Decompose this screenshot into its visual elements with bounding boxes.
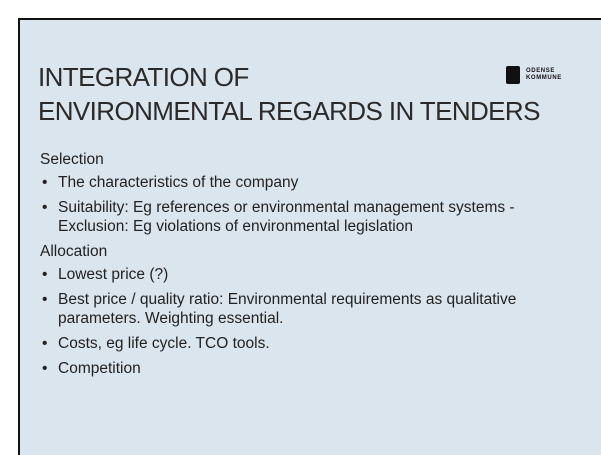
bullet-item: Best price / quality ratio: Environmenta… bbox=[40, 290, 585, 328]
logo-text: ODENSE KOMMUNE bbox=[526, 68, 562, 82]
section-heading: Allocation bbox=[40, 242, 585, 261]
bullet-item: The characteristics of the company bbox=[40, 173, 585, 192]
slide: INTEGRATION OF ENVIRONMENTAL REGARDS IN … bbox=[18, 18, 601, 455]
logo-mark bbox=[506, 66, 520, 84]
logo-line: KOMMUNE bbox=[526, 75, 562, 82]
page: {"title": ["INTEGRATION OF", "ENVIRONMEN… bbox=[0, 0, 601, 455]
logo: ODENSE KOMMUNE bbox=[506, 66, 562, 84]
logo-line: ODENSE bbox=[526, 68, 562, 75]
bullet-item: Costs, eg life cycle. TCO tools. bbox=[40, 334, 585, 353]
section-heading: Selection bbox=[40, 150, 585, 169]
slide-title: INTEGRATION OF ENVIRONMENTAL REGARDS IN … bbox=[38, 60, 540, 128]
bullet-item: Lowest price (?) bbox=[40, 265, 585, 284]
bullet-item: Suitability: Eg references or environmen… bbox=[40, 198, 585, 236]
title-line: ENVIRONMENTAL REGARDS IN TENDERS bbox=[38, 94, 540, 128]
title-line: INTEGRATION OF bbox=[38, 60, 540, 94]
bullet-item: Competition bbox=[40, 359, 585, 378]
slide-body: Selection The characteristics of the comp… bbox=[40, 148, 585, 384]
